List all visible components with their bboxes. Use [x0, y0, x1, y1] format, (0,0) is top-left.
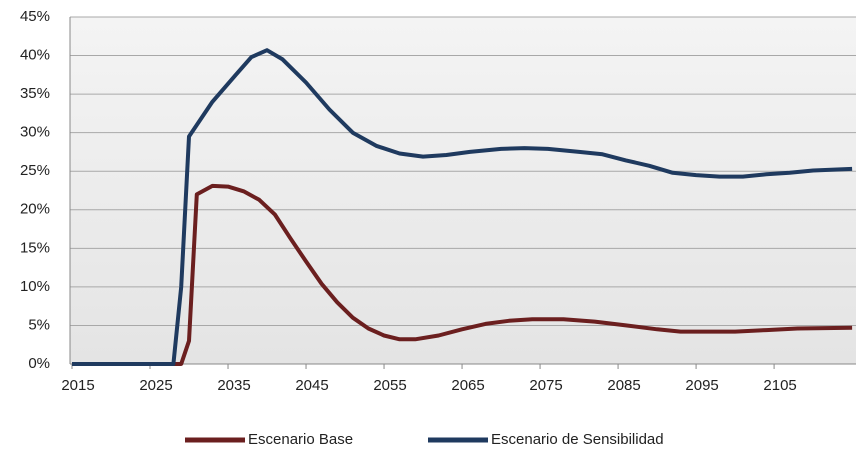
series-line	[72, 183, 853, 366]
y-tick-label: 35%	[20, 85, 50, 102]
y-tick-label: 45%	[20, 8, 50, 25]
y-tick-label: 30%	[20, 124, 50, 141]
x-tick-label: 2075	[529, 377, 562, 394]
x-tick-label: 2045	[295, 377, 328, 394]
x-tick-label: 2105	[763, 377, 796, 394]
x-tick-label: 2025	[139, 377, 172, 394]
x-tick-label: 2065	[451, 377, 484, 394]
y-tick-label: 0%	[28, 355, 50, 372]
legend-label: Escenario Base	[248, 431, 353, 448]
y-tick-label: 25%	[20, 162, 50, 179]
legend-label: Escenario de Sensibilidad	[491, 431, 664, 448]
series-line	[72, 48, 853, 366]
y-tick-label: 40%	[20, 47, 50, 64]
y-tick-label: 20%	[20, 201, 50, 218]
x-tick-label: 2055	[373, 377, 406, 394]
x-tick-label: 2035	[217, 377, 250, 394]
x-tick-label: 2085	[607, 377, 640, 394]
y-tick-label: 10%	[20, 278, 50, 295]
y-tick-label: 15%	[20, 239, 50, 256]
x-tick-label: 2015	[61, 377, 94, 394]
x-tick-label: 2095	[685, 377, 718, 394]
y-tick-label: 5%	[28, 316, 50, 333]
